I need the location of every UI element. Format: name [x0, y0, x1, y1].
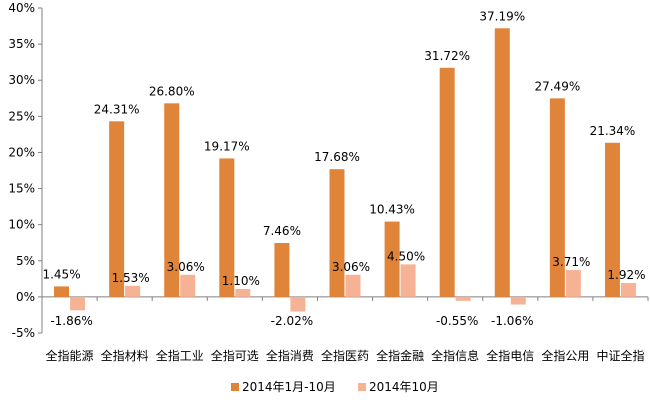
y-axis: -5% 0% 5% 10% 15% 20% 25% 30% 35% 40% [8, 1, 43, 340]
data-label-series-1: 27.49% [534, 79, 580, 93]
data-label-series-2: -1.06% [491, 314, 533, 328]
bar-series-1 [549, 98, 565, 297]
data-label-series-1: 31.72% [424, 49, 470, 63]
bar-series-2 [620, 283, 636, 297]
bar-series-2 [125, 285, 141, 297]
x-category-label: 全指金融 [376, 348, 424, 363]
bar-series-2 [455, 296, 471, 301]
x-category-label: 全指信息 [431, 348, 479, 363]
data-label-series-2: 3.06% [332, 260, 370, 274]
data-labels: 1.45% 24.31% 26.80% 19.17% 7.46% 17.68% 10.43%… [42, 9, 645, 328]
data-label-series-1: 19.17% [204, 139, 250, 153]
x-category-label: 中证全指 [596, 348, 644, 363]
data-label-series-2: 1.10% [222, 274, 260, 288]
bars [54, 28, 636, 312]
data-label-series-1: 7.46% [263, 224, 301, 238]
data-label-series-2: -0.55% [436, 314, 478, 328]
bar-series-1 [604, 142, 620, 297]
x-category-label: 全指可选 [211, 348, 259, 363]
bar-series-1 [109, 121, 125, 297]
bar-series-2 [290, 296, 306, 312]
bar-series-1 [494, 28, 510, 297]
bar-series-2 [345, 274, 361, 297]
bar-series-1 [329, 169, 345, 297]
data-label-series-1: 24.31% [94, 102, 140, 116]
y-tick-label: 25% [8, 109, 35, 123]
data-label-series-2: -2.02% [271, 314, 313, 328]
data-label-series-2: 1.92% [607, 268, 645, 282]
y-tick-label: 0% [16, 290, 35, 304]
bar-series-1 [439, 67, 455, 297]
x-category-label: 全指工业 [156, 348, 204, 363]
x-category-label: 全指医药 [321, 348, 369, 363]
bar-series-2 [510, 296, 526, 305]
y-tick-label: 10% [8, 218, 35, 232]
data-label-series-2: -1.86% [50, 314, 92, 328]
y-tick-label: 30% [8, 73, 35, 87]
bar-series-1 [219, 158, 235, 297]
data-label-series-2: 3.71% [552, 255, 590, 269]
legend-swatch [358, 383, 366, 391]
bar-series-2 [235, 288, 251, 297]
y-tick-label: 5% [16, 254, 35, 268]
data-label-series-1: 21.34% [590, 124, 636, 138]
bar-series-2 [400, 264, 416, 297]
bar-series-2 [70, 296, 86, 311]
data-label-series-1: 1.45% [42, 267, 80, 281]
x-category-label: 全指电信 [486, 348, 534, 363]
data-label-series-1: 37.19% [479, 9, 525, 23]
x-category-label: 全指能源 [46, 348, 94, 363]
y-tick-label: 40% [8, 1, 35, 15]
y-tick-label: 20% [8, 145, 35, 159]
legend-label: 2014年10月 [369, 380, 439, 394]
x-category-label: 全指消费 [266, 348, 314, 363]
y-tick-label: -5% [12, 326, 35, 340]
bar-series-1 [384, 221, 400, 297]
bar-series-1 [274, 243, 290, 297]
data-label-series-1: 26.80% [149, 84, 195, 98]
data-label-series-1: 10.43% [369, 203, 415, 217]
x-category-label: 全指材料 [101, 348, 149, 363]
bar-series-1 [54, 286, 70, 297]
bar-series-2 [180, 274, 196, 297]
legend: 2014年1月-10月 2014年10月 [231, 380, 439, 394]
data-label-series-1: 17.68% [314, 150, 360, 164]
y-tick-label: 15% [8, 182, 35, 196]
x-axis: 全指能源 全指材料 全指工业 全指可选 全指消费 全指医药 全指金融 全指信息 全指电信 全指公用… [41, 296, 649, 363]
legend-swatch [231, 383, 239, 391]
y-tick-label: 35% [8, 37, 35, 51]
data-label-series-2: 3.06% [167, 260, 205, 274]
data-label-series-2: 4.50% [387, 249, 425, 263]
legend-label: 2014年1月-10月 [242, 380, 336, 394]
bar-series-1 [164, 103, 180, 297]
x-category-label: 全指公用 [541, 348, 589, 363]
bar-series-2 [565, 270, 581, 297]
data-label-series-2: 1.53% [112, 271, 150, 285]
